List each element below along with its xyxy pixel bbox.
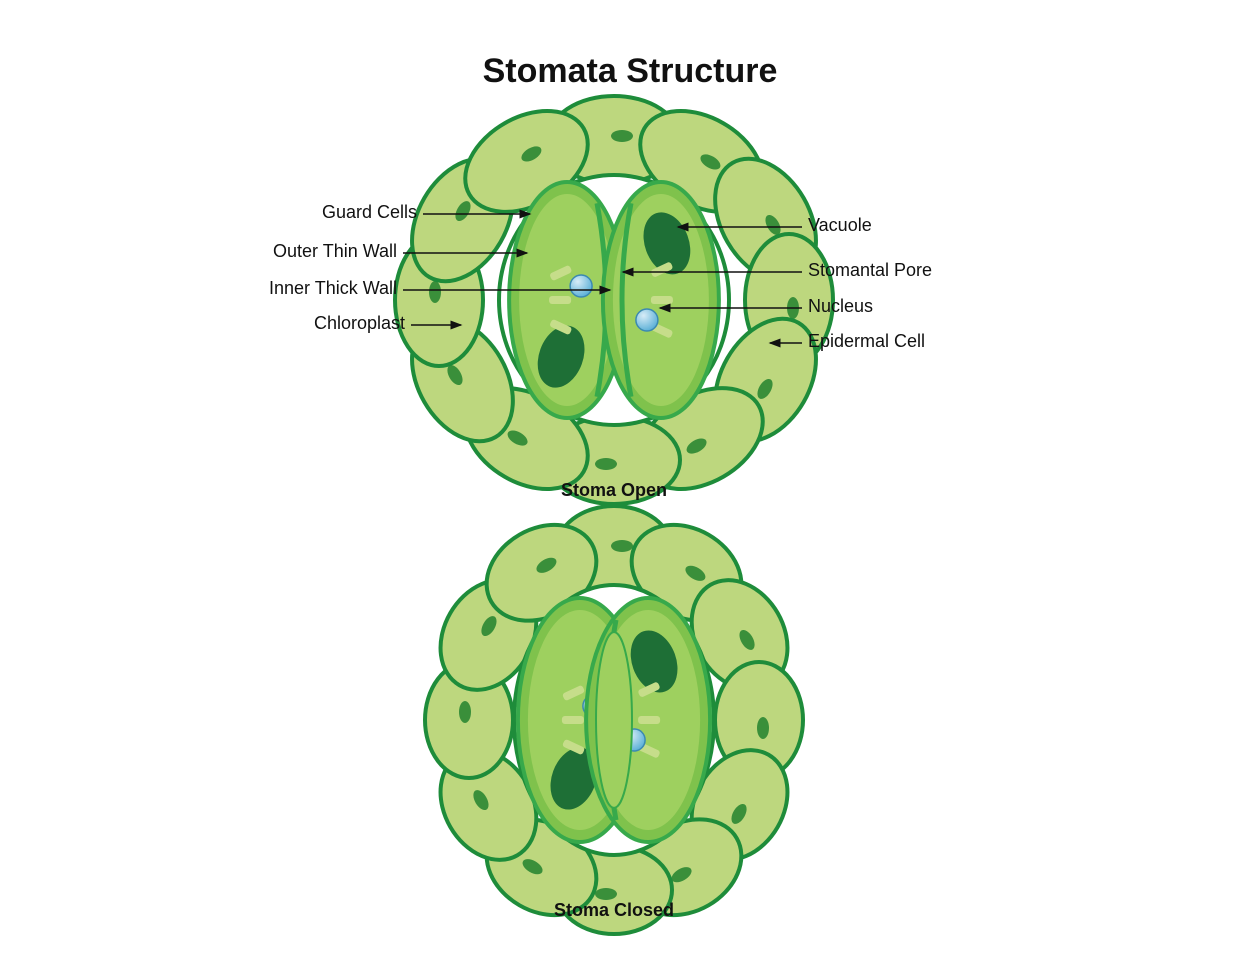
label-inner-thick-wall: Inner Thick Wall (269, 278, 397, 299)
label-stomantal-pore: Stomantal Pore (808, 260, 932, 281)
label-arrows (0, 0, 1260, 980)
label-outer-thin-wall: Outer Thin Wall (273, 241, 397, 262)
diagram-canvas: Stomata Structure Stoma Open Stoma Close… (0, 0, 1260, 980)
label-epidermal-cell: Epidermal Cell (808, 331, 925, 352)
label-chloroplast: Chloroplast (314, 313, 405, 334)
label-vacuole: Vacuole (808, 215, 872, 236)
label-nucleus: Nucleus (808, 296, 873, 317)
label-guard-cells: Guard Cells (322, 202, 417, 223)
